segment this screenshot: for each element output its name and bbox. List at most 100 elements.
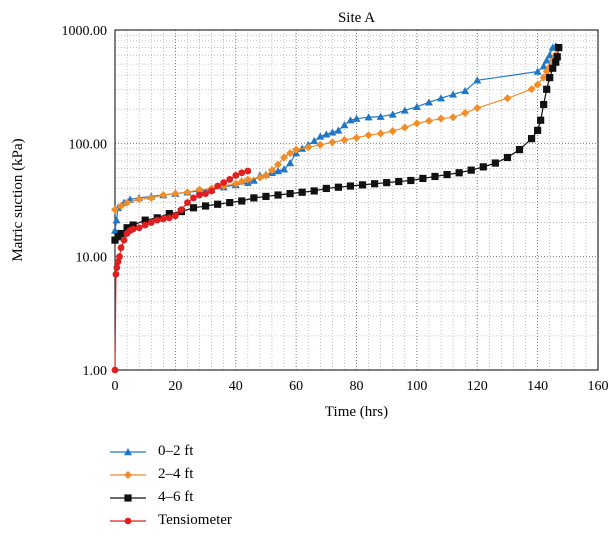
data-point bbox=[202, 190, 209, 198]
legend-item-0-2-ft: 0–2 ft bbox=[110, 440, 232, 463]
y-axis-title: Matric suction (kPa) bbox=[10, 138, 26, 261]
y-tick-label: 10.00 bbox=[76, 251, 108, 266]
data-point bbox=[274, 160, 283, 169]
data-point bbox=[388, 127, 397, 136]
legend-swatch bbox=[110, 470, 146, 479]
data-point bbox=[165, 214, 173, 222]
data-point bbox=[220, 179, 228, 187]
data-point bbox=[473, 76, 482, 84]
data-point bbox=[322, 184, 330, 193]
data-point bbox=[395, 177, 403, 186]
data-point bbox=[267, 166, 276, 175]
data-point bbox=[316, 140, 325, 149]
legend-swatch bbox=[110, 493, 146, 502]
data-point bbox=[539, 62, 548, 70]
data-point bbox=[388, 110, 397, 118]
data-point bbox=[322, 130, 331, 138]
data-point bbox=[189, 204, 198, 212]
data-point bbox=[334, 183, 342, 191]
data-point bbox=[419, 174, 427, 183]
data-point bbox=[552, 58, 560, 66]
data-point bbox=[111, 226, 119, 234]
data-point bbox=[400, 123, 409, 132]
data-point bbox=[437, 114, 446, 123]
x-tick-label: 40 bbox=[229, 379, 243, 394]
data-point bbox=[280, 165, 289, 173]
data-point bbox=[274, 191, 282, 199]
grid-lines bbox=[114, 30, 599, 371]
data-point bbox=[226, 176, 234, 183]
plot-area bbox=[114, 29, 599, 371]
legend-label: Tensiometer bbox=[158, 512, 232, 528]
data-point bbox=[358, 181, 367, 189]
legend-marker bbox=[124, 470, 132, 479]
data-point bbox=[111, 366, 119, 374]
data-point bbox=[153, 216, 161, 224]
data-point bbox=[555, 43, 563, 52]
data-point bbox=[123, 198, 132, 207]
data-point bbox=[261, 171, 270, 180]
data-point bbox=[424, 116, 433, 125]
data-point bbox=[527, 135, 536, 143]
data-point bbox=[449, 90, 458, 98]
data-point bbox=[286, 190, 294, 198]
data-point bbox=[443, 170, 451, 179]
data-point bbox=[328, 138, 337, 147]
data-point bbox=[310, 136, 319, 145]
data-point bbox=[226, 198, 234, 207]
data-point bbox=[274, 167, 283, 175]
data-point bbox=[542, 56, 551, 64]
data-point bbox=[195, 185, 204, 194]
data-point bbox=[292, 145, 301, 154]
series-4-6-ft bbox=[111, 43, 563, 244]
series-0-2-ft bbox=[111, 42, 560, 234]
data-point bbox=[400, 106, 409, 114]
data-point bbox=[533, 80, 542, 89]
x-axis-title: Time (hrs) bbox=[325, 404, 388, 420]
data-point bbox=[159, 215, 167, 223]
data-point bbox=[135, 224, 143, 232]
data-point bbox=[117, 201, 126, 210]
data-point bbox=[111, 205, 119, 214]
x-tick-label: 60 bbox=[289, 379, 303, 394]
data-point bbox=[334, 126, 343, 134]
data-point bbox=[515, 146, 524, 154]
data-point bbox=[238, 197, 246, 205]
legend-label: 2–4 ft bbox=[158, 466, 194, 482]
data-point bbox=[424, 98, 433, 106]
data-point bbox=[546, 74, 554, 82]
data-point bbox=[112, 270, 120, 278]
data-point bbox=[467, 166, 475, 174]
data-point bbox=[527, 85, 536, 94]
data-point bbox=[412, 119, 421, 128]
data-point bbox=[114, 258, 122, 266]
data-point bbox=[117, 244, 125, 252]
data-point bbox=[461, 86, 470, 95]
data-point bbox=[537, 116, 545, 124]
data-point bbox=[407, 176, 415, 185]
data-point bbox=[171, 189, 180, 198]
legend-swatch bbox=[110, 517, 146, 524]
data-point bbox=[147, 219, 155, 226]
data-point bbox=[316, 132, 325, 140]
data-point bbox=[553, 53, 561, 61]
data-point bbox=[286, 159, 295, 167]
legend-marker bbox=[124, 517, 132, 524]
data-point bbox=[352, 114, 361, 122]
data-point bbox=[214, 182, 222, 190]
data-point bbox=[340, 121, 349, 129]
data-point bbox=[201, 202, 210, 210]
data-point bbox=[184, 199, 191, 206]
data-point bbox=[431, 172, 439, 181]
data-point bbox=[183, 188, 192, 197]
x-tick-label: 20 bbox=[168, 379, 182, 394]
data-point bbox=[310, 187, 318, 195]
data-point bbox=[328, 128, 337, 136]
data-point bbox=[112, 216, 121, 224]
x-tick-label: 80 bbox=[350, 379, 364, 394]
data-point bbox=[232, 172, 240, 179]
legend-label: 0–2 ft bbox=[158, 443, 194, 459]
data-point bbox=[376, 129, 385, 138]
data-point bbox=[352, 133, 361, 142]
